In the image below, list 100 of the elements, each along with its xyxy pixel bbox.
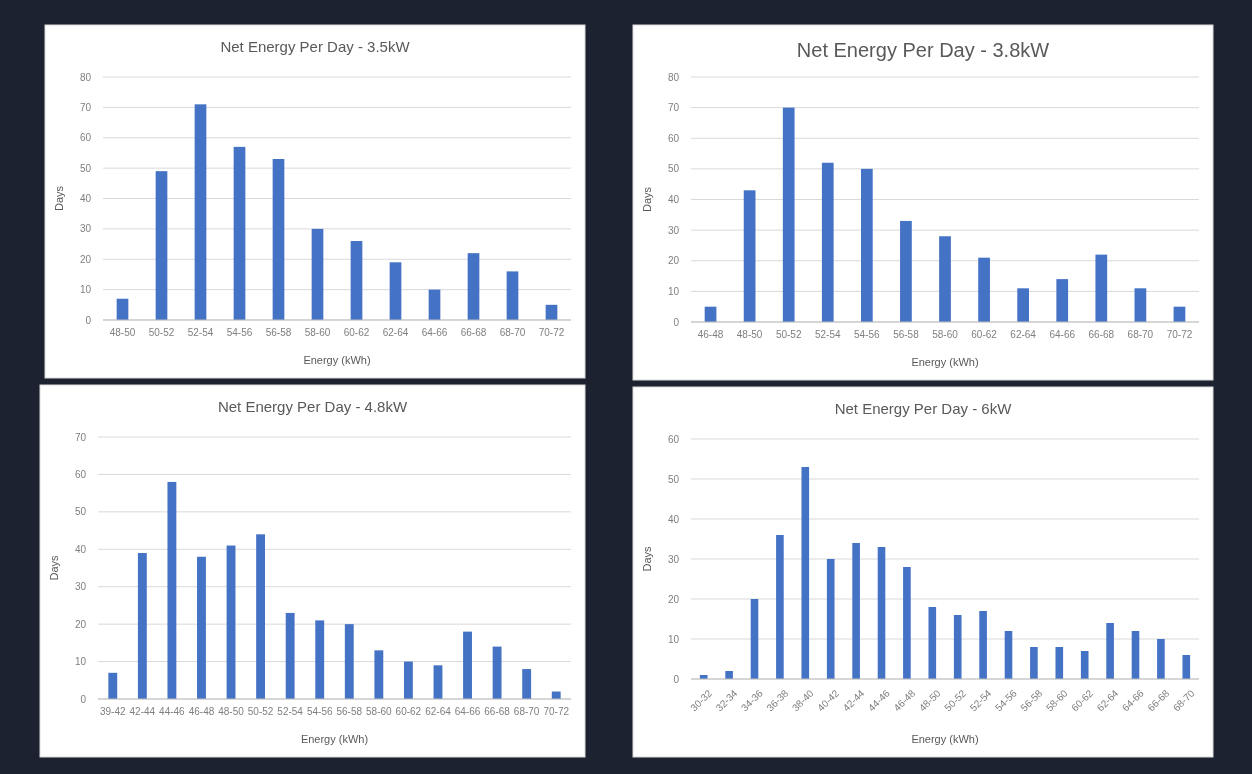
y-tick-label: 0 (673, 316, 680, 328)
x-tick-label: 54-56 (306, 706, 333, 717)
y-tick-label: 20 (667, 593, 680, 605)
x-axis-title: Energy (kWh) (300, 733, 369, 745)
bar (939, 236, 951, 322)
y-tick-label: 20 (79, 253, 92, 265)
bar (311, 228, 324, 320)
y-tick-label: 40 (667, 194, 680, 205)
bar (1157, 639, 1165, 679)
bar (350, 241, 363, 320)
bar (852, 543, 860, 679)
bar (776, 535, 784, 679)
bar (826, 559, 835, 679)
bar (1080, 651, 1089, 679)
bar (467, 253, 480, 320)
bar (463, 631, 472, 699)
bar (155, 171, 168, 320)
bar (750, 599, 759, 679)
x-tick-label: 56-58 (893, 329, 920, 340)
bar (233, 146, 246, 320)
x-tick-label: 48-50 (218, 706, 245, 717)
x-tick-label: 52-54 (187, 327, 214, 338)
bar (1095, 254, 1108, 322)
bar (725, 671, 733, 679)
bar (928, 607, 937, 679)
bar (194, 104, 207, 320)
bar (344, 624, 354, 699)
bar (137, 553, 147, 699)
y-tick-label: 30 (667, 224, 680, 236)
x-tick-label: 42-44 (129, 706, 156, 717)
y-tick-label: 0 (673, 673, 680, 685)
x-tick-label: 48-50 (109, 327, 136, 338)
bar (492, 646, 502, 699)
x-tick-label: 64-66 (421, 327, 448, 338)
chart-title: Net Energy Per Day - 6kW (834, 400, 1013, 417)
chart-title: Net Energy Per Day - 3.8kW (796, 39, 1050, 61)
x-tick-label: 60-62 (343, 327, 370, 338)
bar (1106, 623, 1114, 679)
y-tick-label: 0 (80, 693, 87, 705)
y-tick-label: 70 (667, 102, 680, 114)
bar (1017, 288, 1030, 322)
x-tick-label: 54-56 (854, 329, 881, 340)
x-tick-label: 66-68 (484, 706, 511, 717)
y-tick-label: 50 (667, 163, 680, 175)
y-tick-label: 10 (79, 284, 92, 296)
bar (979, 611, 987, 679)
y-tick-label: 50 (74, 506, 87, 518)
y-tick-label: 10 (667, 633, 680, 645)
y-axis-title: Days (641, 186, 653, 213)
x-tick-label: 70-72 (538, 327, 565, 338)
x-tick-label: 60-62 (971, 329, 998, 340)
x-tick-label: 46-48 (697, 329, 724, 340)
x-axis-title: Energy (kWh) (911, 356, 979, 368)
bar (167, 481, 177, 699)
x-tick-label: 39-42 (99, 706, 127, 717)
bar (389, 262, 402, 320)
x-tick-label: 58-60 (932, 329, 959, 340)
bar (197, 556, 206, 699)
y-tick-label: 50 (667, 473, 680, 485)
bar (877, 547, 886, 679)
x-tick-label: 50-52 (775, 329, 802, 340)
bar (782, 107, 795, 322)
y-tick-label: 50 (79, 162, 92, 174)
bar (522, 669, 532, 699)
x-tick-label: 62-64 (1010, 329, 1037, 340)
x-tick-label: 64-66 (454, 706, 481, 717)
bar (978, 257, 990, 322)
x-tick-label: 64-66 (1049, 329, 1076, 340)
bar (903, 567, 911, 679)
y-tick-label: 60 (667, 132, 680, 144)
y-tick-label: 40 (79, 193, 92, 204)
x-tick-label: 56-58 (336, 706, 363, 717)
y-tick-label: 10 (667, 285, 680, 297)
y-tick-label: 30 (79, 223, 92, 235)
y-tick-label: 10 (74, 656, 87, 668)
y-tick-label: 80 (79, 71, 92, 83)
x-axis-title: Energy (kWh) (303, 354, 371, 366)
bar (1004, 631, 1013, 679)
bar (1056, 279, 1069, 322)
x-tick-label: 62-64 (382, 327, 409, 338)
y-axis-title: Days (53, 185, 65, 212)
bar (1030, 647, 1038, 679)
chart-title: Net Energy Per Day - 3.5kW (220, 38, 411, 55)
x-tick-label: 44-46 (159, 706, 186, 717)
y-tick-label: 60 (79, 132, 92, 144)
bar (900, 220, 912, 322)
bar (1131, 631, 1140, 679)
x-tick-label: 62-64 (425, 706, 452, 717)
y-tick-label: 70 (74, 431, 87, 443)
bar (801, 467, 810, 679)
bar (256, 534, 266, 699)
x-tick-label: 68-70 (513, 706, 540, 717)
bar (272, 159, 285, 320)
bar (1182, 655, 1191, 679)
y-tick-label: 80 (667, 71, 680, 83)
bar (1134, 288, 1147, 322)
x-axis-title: Energy (kWh) (911, 733, 979, 745)
chart-title: Net Energy Per Day - 4.8kW (217, 398, 408, 415)
y-tick-label: 60 (667, 433, 680, 445)
x-tick-label: 60-62 (395, 706, 422, 717)
